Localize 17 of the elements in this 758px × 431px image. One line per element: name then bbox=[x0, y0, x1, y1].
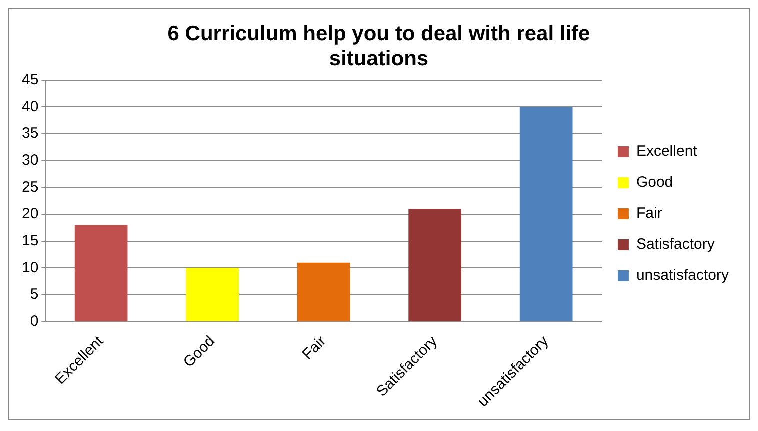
y-tick-label: 5 bbox=[30, 286, 39, 304]
y-tick-label: 20 bbox=[22, 206, 39, 223]
legend-label: Good bbox=[636, 174, 674, 192]
legend-label: Excellent bbox=[636, 143, 698, 160]
y-tick-label: 35 bbox=[22, 125, 39, 142]
y-tick-label: 0 bbox=[30, 312, 39, 330]
legend-label: Fair bbox=[636, 205, 662, 222]
y-tick-label: 30 bbox=[22, 152, 39, 170]
y-tick-label: 15 bbox=[22, 232, 39, 250]
legend-label: unsatisfactory bbox=[636, 267, 730, 284]
y-tick-label: 45 bbox=[22, 72, 39, 89]
legend-label: Satisfactory bbox=[636, 236, 716, 254]
x-tick-label: Fair bbox=[299, 332, 330, 364]
y-tick-label: 10 bbox=[22, 259, 39, 276]
y-tick-label: 40 bbox=[22, 98, 39, 116]
y-tick-label: 25 bbox=[22, 178, 39, 196]
chart-title: 6 Curriculum help you to deal with real life situations bbox=[168, 22, 590, 71]
